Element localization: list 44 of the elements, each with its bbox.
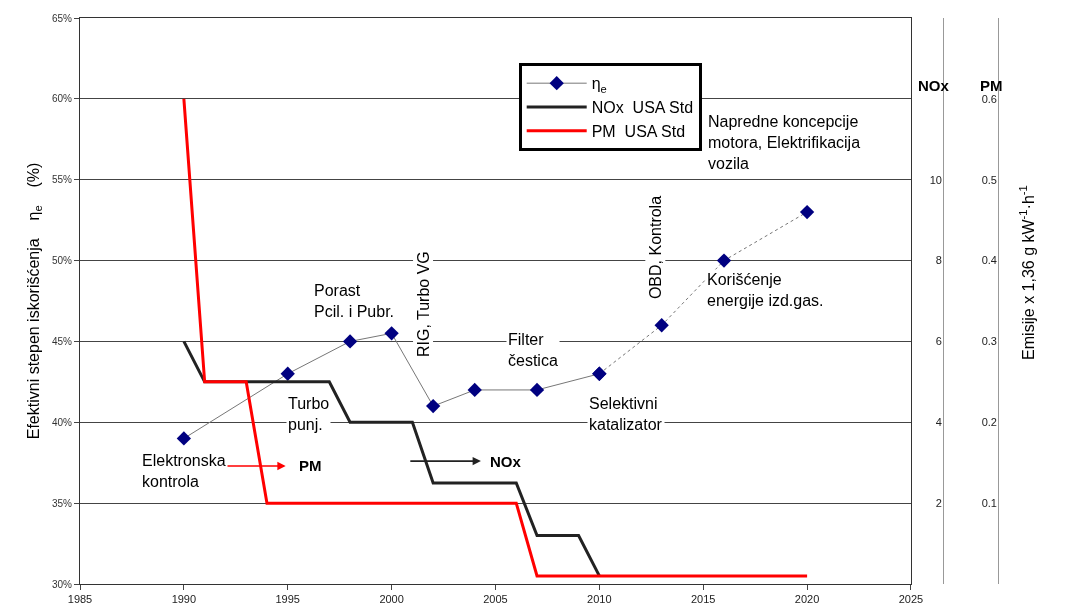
- y3-tick-label: 0.1: [981, 496, 997, 509]
- x-tick-label: 1995: [275, 593, 300, 606]
- legend-label: PM USA Std: [591, 123, 686, 141]
- annotation: Porast Pcil. i Pubr.: [314, 282, 395, 320]
- y-tick-label: 30%: [51, 578, 73, 590]
- annotation: RIG, Turbo VG: [414, 251, 432, 357]
- y-tick-label: 55%: [51, 174, 73, 186]
- legend-label: η$_{e}$: [591, 75, 607, 95]
- x-tick-label: 2000: [379, 593, 404, 606]
- y2-axis-title: NOx: [918, 77, 950, 94]
- y3-axis-title: PM: [980, 77, 1003, 94]
- y2-tick-label: 4: [935, 416, 942, 429]
- y3-tick-label: 0.6: [981, 92, 997, 105]
- y-tick-label: 40%: [51, 416, 73, 428]
- y-tick-label: 50%: [51, 255, 73, 267]
- annotation: NOx: [490, 453, 522, 470]
- y3-tick-label: 0.4: [981, 254, 997, 267]
- annotation: Napredne koncepcije motora, Elektrifikacija vozila: [708, 113, 861, 172]
- y2-tick-label: 2: [935, 496, 942, 509]
- y3-tick-label: 0.2: [981, 416, 997, 429]
- annotation: Selektivni katalizator: [589, 395, 663, 433]
- x-tick-label: 2015: [690, 593, 716, 606]
- x-tick-label: 1990: [171, 593, 197, 606]
- x-tick-label: 2020: [794, 593, 820, 606]
- y2-tick-label: 10: [929, 173, 942, 186]
- y3-tick-label: 0.5: [981, 173, 997, 186]
- y2-tick-label: 6: [935, 335, 942, 348]
- annotation: Turbo punj.: [288, 395, 330, 433]
- x-tick-label: 2005: [483, 593, 508, 606]
- y-tick-label: 35%: [51, 497, 73, 509]
- legend-label: NOx USA Std: [591, 99, 694, 117]
- annotation: Korišćenje energije izd.gas.: [707, 271, 824, 309]
- x-tick-label: 2010: [587, 593, 612, 606]
- y-tick-label: 60%: [51, 93, 73, 105]
- y-tick-label: 65%: [51, 12, 73, 24]
- y2-tick-label: 8: [935, 254, 942, 267]
- y-tick-label: 45%: [51, 335, 73, 347]
- y3-tick-label: 0.3: [981, 335, 997, 348]
- annotation: Filter čestica: [508, 331, 558, 369]
- annotation: OBD, Kontrola: [646, 195, 664, 300]
- annotation: PM: [299, 457, 322, 474]
- annotation: Elektronska kontrola: [142, 452, 226, 490]
- x-tick-label: 2025: [898, 593, 924, 606]
- x-tick-label: 1985: [67, 593, 93, 606]
